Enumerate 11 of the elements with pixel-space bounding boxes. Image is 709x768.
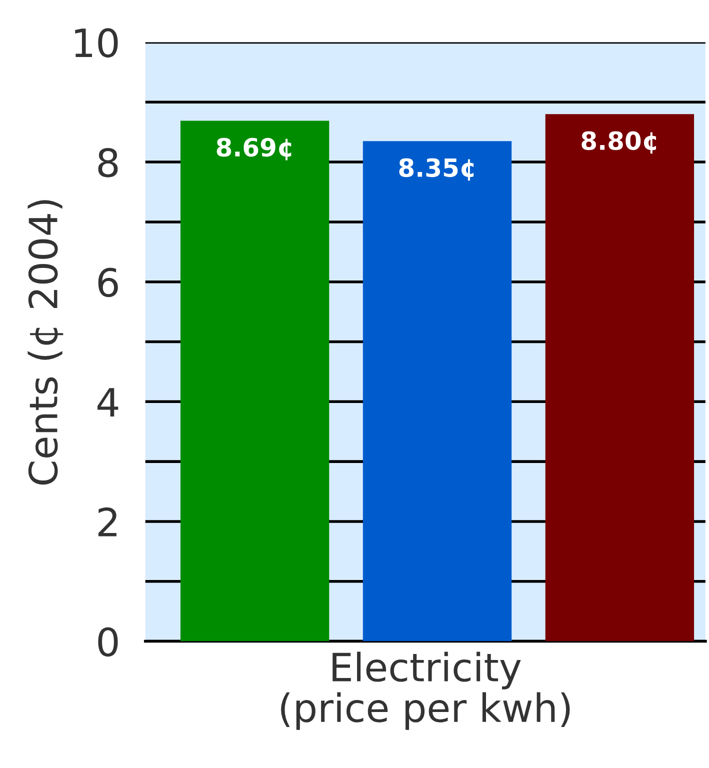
data-label: 8.35¢	[399, 158, 474, 181]
data-label: 8.80¢	[582, 131, 656, 154]
y-tick-label: 6	[98, 268, 118, 298]
y-tick-label: 2	[98, 507, 116, 536]
y-axis-title: Cents (¢ 2004)	[28, 200, 64, 485]
y-tick-label: 8	[98, 148, 118, 178]
y-tick-label: 0	[98, 627, 118, 657]
y-tick-label: 4	[98, 388, 118, 416]
y-tick-label: 10	[75, 28, 118, 58]
x-axis-title: Electricity (price per kwh)	[281, 652, 570, 730]
data-label: 8.69¢	[216, 138, 292, 160]
